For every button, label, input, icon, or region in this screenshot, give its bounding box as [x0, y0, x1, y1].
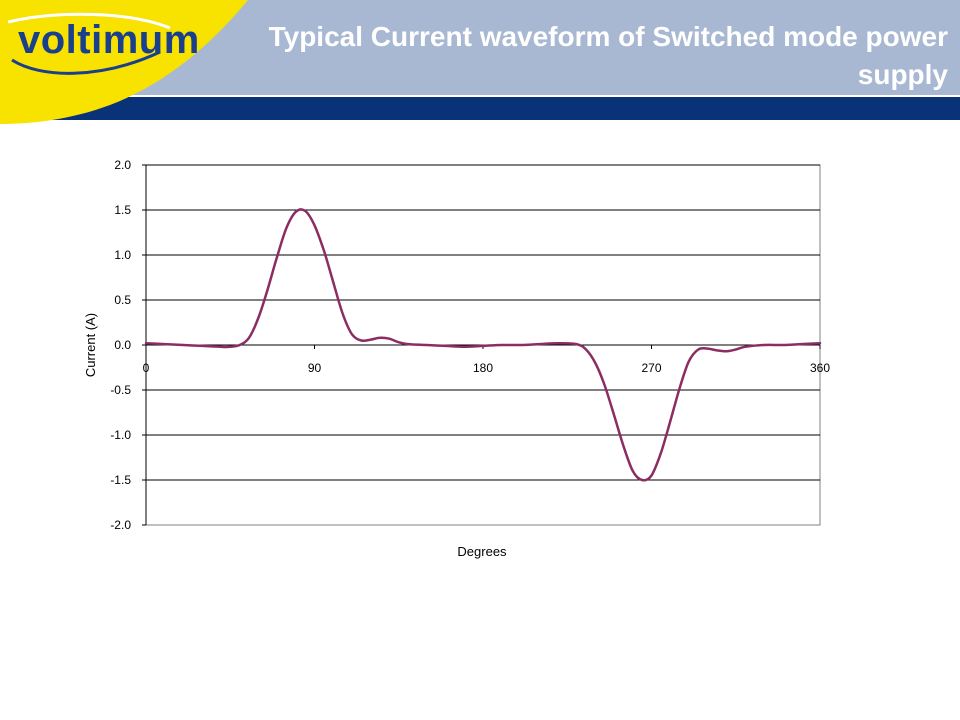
y-tick-label: 0.5 [114, 293, 131, 307]
header-bar [0, 97, 960, 120]
x-axis-title: Degrees [457, 544, 507, 559]
x-tick-label: 90 [308, 361, 322, 375]
y-tick-label: 0.0 [114, 338, 131, 352]
x-ticks: 0 90 180 270 360 [143, 345, 830, 375]
y-tick-label: 1.5 [114, 203, 131, 217]
logo-text: voltimum [18, 18, 200, 62]
y-tick-label: -0.5 [110, 383, 131, 397]
logo-swoosh [0, 0, 248, 124]
y-tick-label: 2.0 [114, 158, 131, 172]
y-tick-label: -1.0 [110, 428, 131, 442]
x-tick-label: 0 [143, 361, 150, 375]
y-tick-label: 1.0 [114, 248, 131, 262]
y-axis-title: Current (A) [83, 313, 98, 377]
slide-header: voltimum Typical Current waveform of Swi… [0, 0, 960, 124]
y-tick-label: -1.5 [110, 473, 131, 487]
gridlines [146, 164, 820, 481]
x-tick-label: 360 [810, 361, 830, 375]
y-tick-label: -2.0 [110, 518, 131, 532]
x-tick-label: 270 [641, 361, 661, 375]
header-divider [0, 95, 960, 97]
x-tick-label: 180 [473, 361, 493, 375]
current-series-line [144, 208, 822, 482]
y-ticks: 2.0 1.5 1.0 0.5 0.0 -0.5 -1.0 -1.5 -2.0 [110, 158, 146, 532]
page-title: Typical Current waveform of Switched mod… [268, 21, 948, 90]
